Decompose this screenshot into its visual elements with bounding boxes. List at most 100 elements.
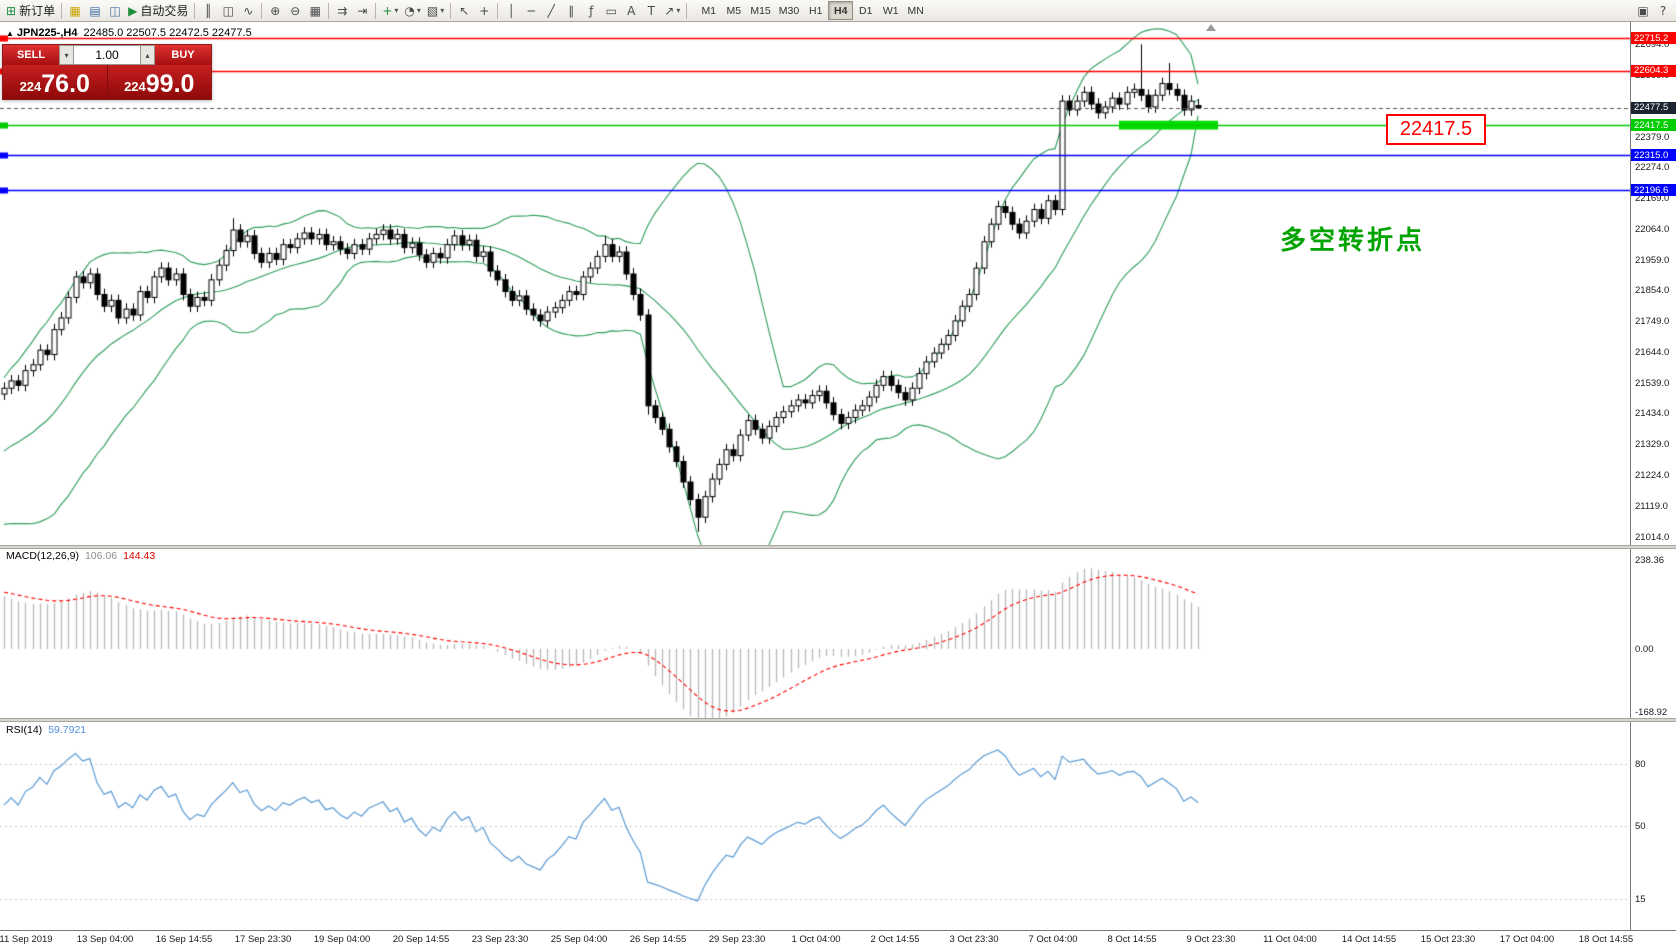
vertical-line-icon: │ (507, 3, 515, 18)
zoom-out-button[interactable]: ⊖ (285, 1, 305, 20)
volume-decrease-button[interactable]: ▾ (59, 45, 74, 65)
timeframe-mn-button[interactable]: MN (903, 1, 928, 20)
help-button[interactable]: ? (1653, 1, 1673, 20)
tile-windows-button[interactable]: ▦ (305, 1, 325, 20)
new-order-icon: ⊞ (6, 3, 17, 18)
crosshair-icon: + (479, 3, 490, 18)
timeframe-m15-button[interactable]: M15 (746, 1, 774, 20)
candle-chart-icon: ◫ (222, 3, 234, 18)
indicators-list-button[interactable]: + ▾ (379, 1, 401, 20)
sell-price-display[interactable]: 224 76.0 (3, 65, 107, 99)
time-axis-label: 17 Oct 04:00 (1499, 934, 1555, 945)
periods-list-button[interactable]: ◔ ▾ (401, 1, 424, 20)
fullscreen-button[interactable]: ▣ (1633, 1, 1653, 20)
rsi-panel-separator[interactable] (0, 718, 1676, 722)
price-axis-label: 21224.0 (1635, 469, 1670, 481)
price-axis-label: 21119.0 (1635, 500, 1668, 512)
rsi-axis-label: 80 (1635, 758, 1646, 770)
time-axis-label: 18 Oct 14:55 (1578, 934, 1634, 945)
price-axis-label: 21854.0 (1635, 285, 1670, 297)
chart-shift-button[interactable]: ⇥ (352, 1, 372, 20)
time-axis-label: 23 Sep 23:30 (471, 934, 529, 945)
rsi-indicator-label: RSI(14) 59.7921 (6, 724, 86, 736)
level-price-tag: 22604.3 (1631, 64, 1676, 77)
turning-point-annotation[interactable]: 多空转折点 (1280, 226, 1426, 256)
text-button[interactable]: A (621, 1, 641, 20)
cursor-button[interactable]: ↖ (454, 1, 474, 20)
autotrading-button[interactable]: ▶ 自动交易 (125, 1, 191, 20)
price-axis[interactable]: 22694.022589.022484.022379.022274.022169… (1630, 22, 1676, 930)
tile-windows-icon: ▦ (309, 3, 321, 18)
price-axis-label: 22169.0 (1635, 193, 1670, 205)
price-axis-label: 21014.0 (1635, 531, 1670, 543)
timeframe-m1-button[interactable]: M1 (696, 1, 721, 20)
sell-button[interactable]: SELL (3, 45, 59, 65)
time-axis-label: 16 Sep 14:55 (155, 934, 213, 945)
bar-chart-button[interactable]: ║ (198, 1, 218, 20)
time-axis-label: 17 Sep 23:30 (234, 934, 292, 945)
buy-price-big-digits: 99.0 (145, 70, 195, 98)
time-axis-label: 1 Oct 04:00 (791, 934, 841, 945)
data-window-button[interactable]: ▤ (85, 1, 105, 20)
horizontal-line-button[interactable]: ─ (521, 1, 541, 20)
candle-chart-button[interactable]: ◫ (218, 1, 238, 20)
spin-up-icon: ▴ (145, 50, 150, 60)
fibonacci-button[interactable]: ƒ (581, 1, 601, 20)
fullscreen-icon: ▣ (1637, 3, 1649, 18)
chart-shift-icon: ⇥ (357, 3, 368, 18)
macd-signal-value: 144.43 (123, 550, 156, 562)
sell-price-big-digits: 76.0 (41, 70, 90, 98)
shapes-icon: ▭ (605, 3, 617, 18)
volume-input[interactable]: 1.00 (74, 45, 140, 65)
auto-scroll-icon: ⇉ (337, 3, 348, 18)
volume-increase-button[interactable]: ▴ (140, 45, 155, 65)
vertical-line-button[interactable]: │ (501, 1, 521, 20)
new-order-button[interactable]: ⊞ 新订单 (3, 1, 58, 20)
rsi-axis-label: 15 (1635, 893, 1646, 905)
timeframe-h1-button[interactable]: H1 (803, 1, 828, 20)
zoom-in-button[interactable]: ⊕ (265, 1, 285, 20)
line-chart-icon: ∿ (243, 3, 254, 18)
crosshair-button[interactable]: + (474, 1, 494, 20)
periods-list-icon: ◔ (404, 3, 415, 18)
text-label-button[interactable]: T (641, 1, 661, 20)
line-chart-button[interactable]: ∿ (238, 1, 258, 20)
shapes-button[interactable]: ▭ (601, 1, 621, 20)
trendline-icon: ╱ (547, 3, 555, 18)
timeframe-w1-button[interactable]: W1 (878, 1, 903, 20)
auto-scroll-button[interactable]: ⇉ (332, 1, 352, 20)
trendline-button[interactable]: ╱ (541, 1, 561, 20)
price-axis-label: 21749.0 (1635, 316, 1670, 328)
timeframe-h4-button[interactable]: H4 (828, 1, 854, 20)
toolbar-separator (686, 2, 688, 19)
buy-price-prefix: 224 (124, 79, 146, 94)
timeframe-m5-button[interactable]: M5 (721, 1, 746, 20)
arrows-button[interactable]: ↗ ▾ (661, 1, 683, 20)
cursor-icon: ↖ (459, 3, 470, 18)
one-click-price-row: 224 76.0 224 99.0 (3, 65, 211, 99)
buy-price-display[interactable]: 224 99.0 (106, 65, 211, 99)
templates-button[interactable]: ▧ ▾ (424, 1, 447, 20)
toolbar-separator (328, 2, 330, 19)
time-axis[interactable]: 11 Sep 2019 13 Sep 04:00 16 Sep 14:55 17 Se… (0, 930, 1676, 947)
chevron-down-icon: ▾ (440, 6, 445, 15)
macd-panel-separator[interactable] (0, 545, 1676, 549)
macd-name: MACD(12,26,9) (6, 550, 79, 562)
rsi-value: 59.7921 (48, 724, 87, 736)
time-axis-label: 11 Oct 04:00 (1263, 934, 1317, 945)
bar-chart-icon: ║ (204, 3, 212, 18)
market-watch-button[interactable]: ▦ (65, 1, 85, 20)
navigator-button[interactable]: ◫ (105, 1, 125, 20)
level-price-tag: 22315.0 (1631, 149, 1676, 162)
rsi-name: RSI(14) (6, 724, 43, 736)
macd-axis-label: 238.36 (1635, 555, 1665, 567)
timeframe-d1-button[interactable]: D1 (853, 1, 878, 20)
timeframe-m30-button[interactable]: M30 (775, 1, 803, 20)
buy-button[interactable]: BUY (155, 45, 211, 65)
channel-button[interactable]: ∥ (561, 1, 581, 20)
chart-symbol-period: JPN225-,H4 (16, 27, 78, 39)
channel-icon: ∥ (568, 3, 575, 18)
price-annotation-box[interactable]: 22417.5 (1386, 114, 1486, 145)
